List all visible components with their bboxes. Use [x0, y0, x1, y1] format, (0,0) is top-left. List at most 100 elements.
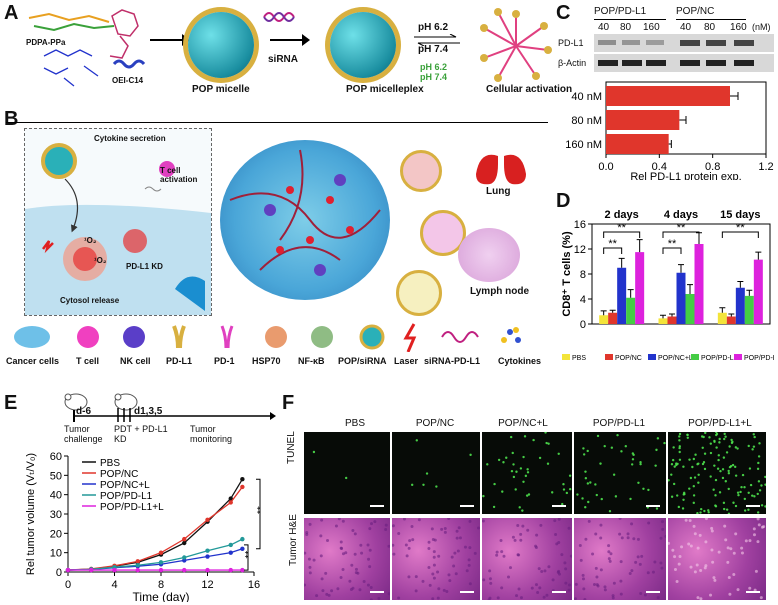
lane-label: 40 — [680, 22, 692, 33]
sig-label: ** — [677, 222, 686, 234]
image-texture — [482, 431, 572, 512]
texture-dot — [599, 568, 603, 572]
texture-dot — [704, 517, 708, 521]
image-texture — [312, 450, 384, 507]
tunel-image — [574, 432, 666, 514]
legend-swatch — [734, 354, 742, 360]
texture-dot — [708, 436, 711, 439]
col-header: POP/NC+L — [498, 418, 548, 429]
texture-dot — [402, 517, 406, 521]
texture-dot — [339, 540, 343, 544]
texture-dot — [425, 472, 429, 475]
texture-dot — [368, 548, 372, 552]
texture-dot — [692, 457, 696, 461]
sig-label: ** — [244, 551, 255, 559]
data-point — [89, 567, 94, 573]
texture-dot — [727, 471, 731, 475]
texture-dot — [725, 508, 729, 511]
texture-dot — [727, 469, 730, 473]
texture-dot — [716, 467, 720, 470]
texture-dot — [719, 469, 722, 473]
tumor-growth-chart: 0 10 20 30 40 50 60 0 4 8 12 16 Time (day) Rel tumor … — [25, 451, 267, 602]
texture-dot — [477, 526, 481, 530]
texture-dot — [697, 473, 700, 476]
data-point — [182, 555, 187, 560]
texture-dot — [320, 518, 324, 522]
texture-dot — [759, 596, 763, 600]
panel-label-a: A — [4, 2, 19, 24]
texture-dot — [757, 461, 760, 465]
texture-dot — [724, 538, 728, 542]
legend-label: POP/NC+L — [658, 355, 693, 362]
texture-dot — [753, 495, 756, 498]
texture-dot — [587, 519, 591, 523]
texture-dot — [574, 582, 578, 586]
texture-dot — [680, 545, 684, 549]
image-texture — [667, 517, 766, 601]
tunel-image — [304, 432, 390, 514]
texture-dot — [442, 588, 446, 592]
texture-dot — [421, 579, 425, 583]
texture-dot — [762, 525, 766, 529]
texture-dot — [603, 585, 607, 589]
texture-dot — [359, 543, 363, 547]
legend-label: POP/NC — [100, 469, 138, 480]
texture-dot — [392, 552, 396, 556]
texture-dot — [629, 497, 632, 501]
texture-dot — [511, 535, 515, 539]
texture-dot — [692, 524, 696, 528]
data-point — [228, 500, 233, 505]
texture-dot — [713, 578, 717, 582]
tumor-vessels — [229, 149, 381, 276]
texture-dot — [741, 473, 745, 477]
texture-dot — [465, 569, 469, 573]
tunel-image — [482, 431, 572, 514]
legend-label: Cancer cells — [6, 356, 60, 366]
texture-dot — [407, 575, 411, 579]
x-tick-label: 8 — [158, 579, 164, 591]
sirna-helix-icon — [263, 12, 295, 22]
texture-dot — [578, 544, 582, 548]
texture-dot — [709, 451, 713, 455]
texture-dot — [660, 566, 664, 570]
texture-dot — [387, 592, 391, 596]
texture-dot — [695, 563, 699, 567]
texture-dot — [718, 491, 722, 494]
texture-dot — [509, 435, 513, 439]
texture-dot — [563, 561, 567, 565]
sig-label: ** — [736, 222, 745, 234]
texture-dot — [731, 463, 735, 467]
step-monitoring: Tumor monitoring — [190, 424, 233, 444]
unit-label: (nM) — [752, 22, 771, 32]
texture-dot — [737, 493, 740, 497]
texture-dot — [568, 474, 572, 477]
texture-dot — [646, 571, 650, 575]
texture-dot — [689, 565, 693, 569]
texture-dot — [432, 563, 436, 567]
texture-dot — [523, 435, 527, 438]
texture-dot — [327, 593, 331, 597]
he-image — [391, 516, 481, 601]
texture-dot — [620, 450, 623, 453]
category-label: 80 nM — [571, 115, 602, 127]
texture-dot — [740, 546, 744, 550]
texture-dot — [663, 441, 666, 445]
texture-dot — [344, 551, 348, 555]
texture-dot — [353, 532, 357, 536]
texture-dot — [713, 440, 716, 444]
texture-dot — [703, 509, 706, 513]
texture-dot — [341, 552, 345, 556]
texture-dot — [603, 444, 606, 448]
texture-dot — [620, 536, 624, 540]
x-axis-title: Rel PD-L1 protein exp. — [630, 171, 741, 180]
data-point — [182, 567, 187, 573]
texture-dot — [751, 494, 754, 497]
texture-dot — [600, 497, 603, 501]
texture-dot — [661, 527, 665, 531]
texture-dot — [547, 442, 550, 445]
x-tick-label: 4 — [111, 579, 117, 591]
texture-dot — [697, 462, 700, 465]
texture-dot — [709, 442, 712, 445]
texture-dot — [599, 536, 603, 540]
texture-dot — [727, 575, 731, 579]
